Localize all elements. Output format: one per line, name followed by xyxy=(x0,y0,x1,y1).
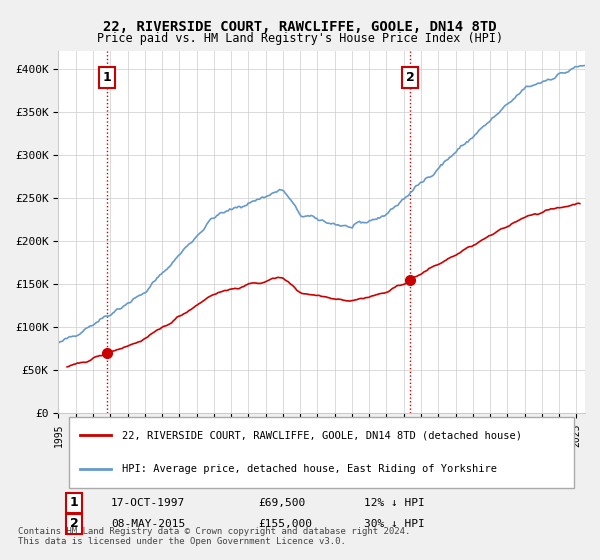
Text: 22, RIVERSIDE COURT, RAWCLIFFE, GOOLE, DN14 8TD: 22, RIVERSIDE COURT, RAWCLIFFE, GOOLE, D… xyxy=(103,20,497,34)
Text: 30% ↓ HPI: 30% ↓ HPI xyxy=(364,519,425,529)
Text: 08-MAY-2015: 08-MAY-2015 xyxy=(111,519,185,529)
Text: 12% ↓ HPI: 12% ↓ HPI xyxy=(364,498,425,508)
Text: Price paid vs. HM Land Registry's House Price Index (HPI): Price paid vs. HM Land Registry's House … xyxy=(97,32,503,45)
Text: 2: 2 xyxy=(70,517,79,530)
Text: 22, RIVERSIDE COURT, RAWCLIFFE, GOOLE, DN14 8TD (detached house): 22, RIVERSIDE COURT, RAWCLIFFE, GOOLE, D… xyxy=(122,431,521,441)
Text: £69,500: £69,500 xyxy=(259,498,306,508)
Text: HPI: Average price, detached house, East Riding of Yorkshire: HPI: Average price, detached house, East… xyxy=(122,464,497,474)
Text: 1: 1 xyxy=(102,71,111,84)
FancyBboxPatch shape xyxy=(69,417,574,488)
Text: £155,000: £155,000 xyxy=(259,519,313,529)
Text: 1: 1 xyxy=(70,496,79,510)
Text: 17-OCT-1997: 17-OCT-1997 xyxy=(111,498,185,508)
Text: 2: 2 xyxy=(406,71,415,84)
Text: Contains HM Land Registry data © Crown copyright and database right 2024.
This d: Contains HM Land Registry data © Crown c… xyxy=(18,526,410,546)
